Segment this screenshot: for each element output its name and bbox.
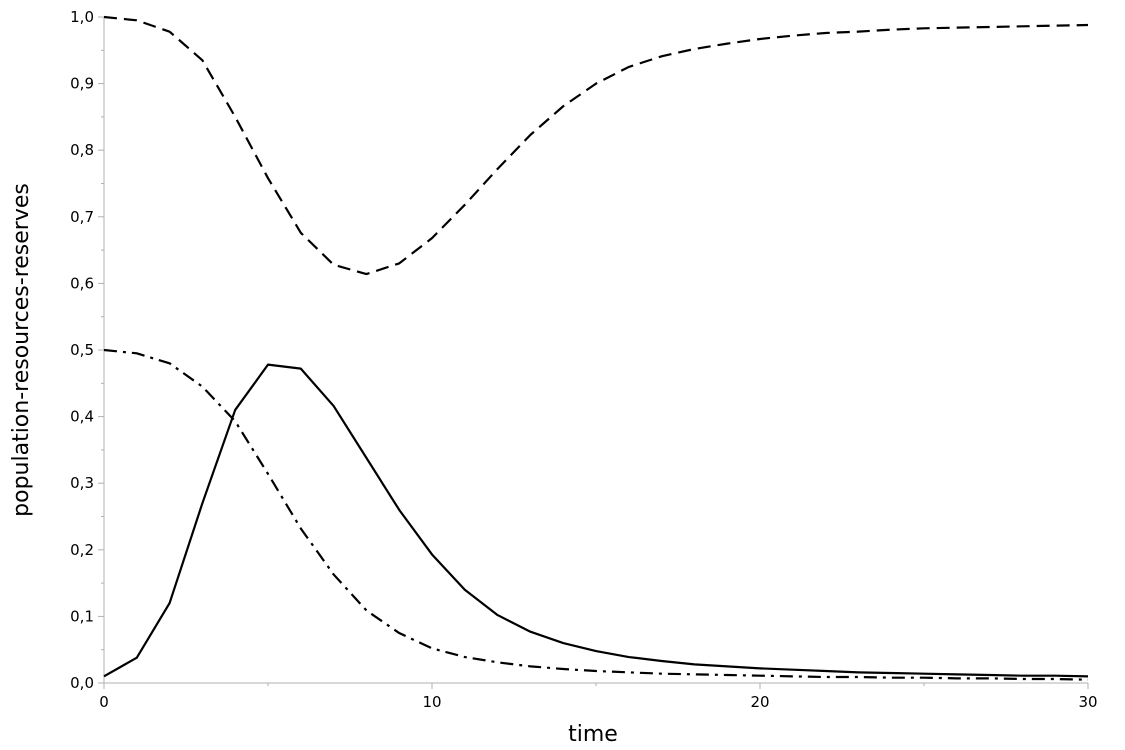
y-tick-label: 0,3 [70, 474, 94, 492]
y-tick-label: 0,9 [70, 75, 94, 93]
y-tick-label: 0,4 [70, 408, 94, 426]
x-tick-label: 10 [422, 693, 441, 711]
x-tick-label: 30 [1078, 693, 1097, 711]
series-line-dash-dot [103, 348, 1089, 681]
x-tick-label: 20 [750, 693, 769, 711]
y-tick-label: 0,1 [70, 607, 94, 625]
series-line-dashed [103, 15, 1089, 276]
y-tick-label: 0,6 [70, 274, 94, 292]
y-tick-label: 0,8 [70, 141, 94, 159]
y-tick-label: 0,0 [70, 674, 94, 692]
y-tick-label: 0,5 [70, 341, 94, 359]
series-group [103, 15, 1089, 681]
x-axis-ticks: 0 10 20 30 [99, 683, 1098, 711]
y-tick-label: 0,2 [70, 541, 94, 559]
x-axis-label: time [568, 722, 618, 747]
x-tick-label: 0 [99, 693, 109, 711]
y-axis-label: population-resources-reserves [9, 183, 34, 517]
y-tick-label: 1,0 [70, 8, 94, 26]
y-tick-label: 0,7 [70, 208, 94, 226]
y-axis-ticks: 0,0 0,1 0,2 0,3 0,4 0,5 0,6 0,7 0,8 0,9 1,0 [70, 8, 104, 692]
series-line-solid [103, 363, 1089, 678]
